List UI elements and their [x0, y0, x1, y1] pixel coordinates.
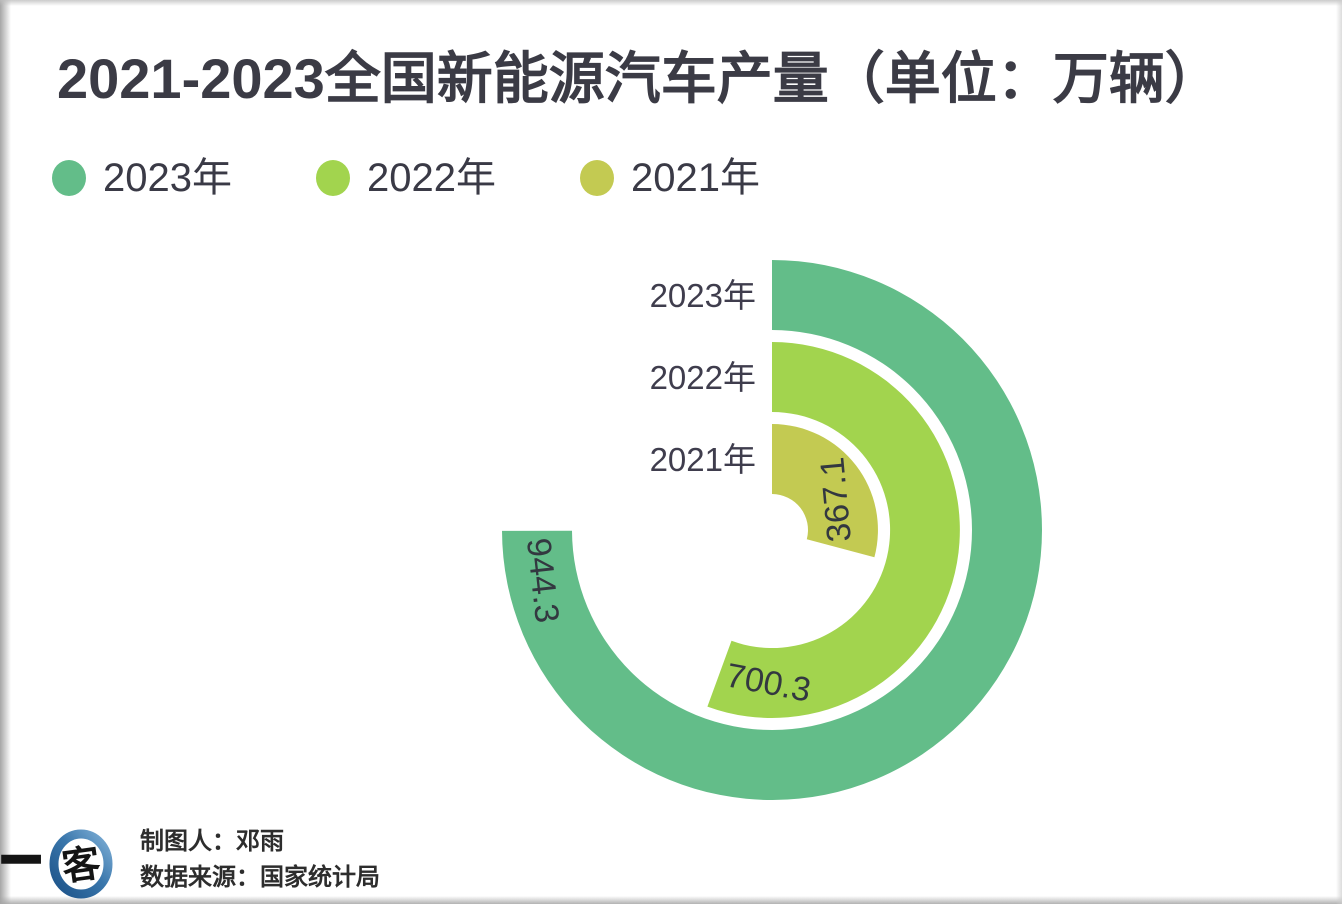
yike-logo: 一 客: [0, 818, 116, 904]
footer: 一 客 制图人：邓雨 数据来源：国家统计局: [0, 818, 600, 904]
legend-item-2022: 2022年: [315, 156, 496, 200]
arc-2022年: [707, 342, 960, 718]
arc-2021年: [772, 424, 878, 558]
logo-mark-character: 客: [59, 842, 103, 890]
category-label-2022年: 2022年: [650, 359, 756, 396]
legend: 2023年 2022年 2021年: [52, 156, 760, 200]
category-label-2023年: 2023年: [650, 277, 756, 314]
legend-swatch-2022: [315, 160, 350, 196]
legend-label-2021: 2021年: [630, 156, 760, 200]
credits: 制图人：邓雨 数据来源：国家统计局: [140, 824, 380, 896]
chart-title: 2021-2023全国新能源汽车产量（单位：万辆）: [57, 47, 1221, 110]
logo-ring-circle: [49, 829, 113, 899]
value-label-2021年: 367.1: [813, 455, 859, 543]
legend-swatch-2023: [52, 160, 86, 196]
legend-item-2023: 2023年: [52, 156, 232, 200]
category-label-2021年: 2021年: [650, 441, 756, 478]
value-label-2023年: 944.3: [519, 536, 566, 625]
logo-ring: 客: [49, 829, 113, 899]
credit-source: 数据来源：国家统计局: [140, 864, 380, 891]
arc-2023年: [502, 260, 1042, 800]
legend-swatch-2021: [579, 160, 614, 196]
logo-dash-character: 一: [0, 818, 43, 904]
credit-author: 制图人：邓雨: [140, 828, 284, 855]
legend-label-2022: 2022年: [366, 156, 496, 200]
legend-label-2023: 2023年: [103, 156, 232, 200]
legend-item-2021: 2021年: [579, 156, 760, 200]
